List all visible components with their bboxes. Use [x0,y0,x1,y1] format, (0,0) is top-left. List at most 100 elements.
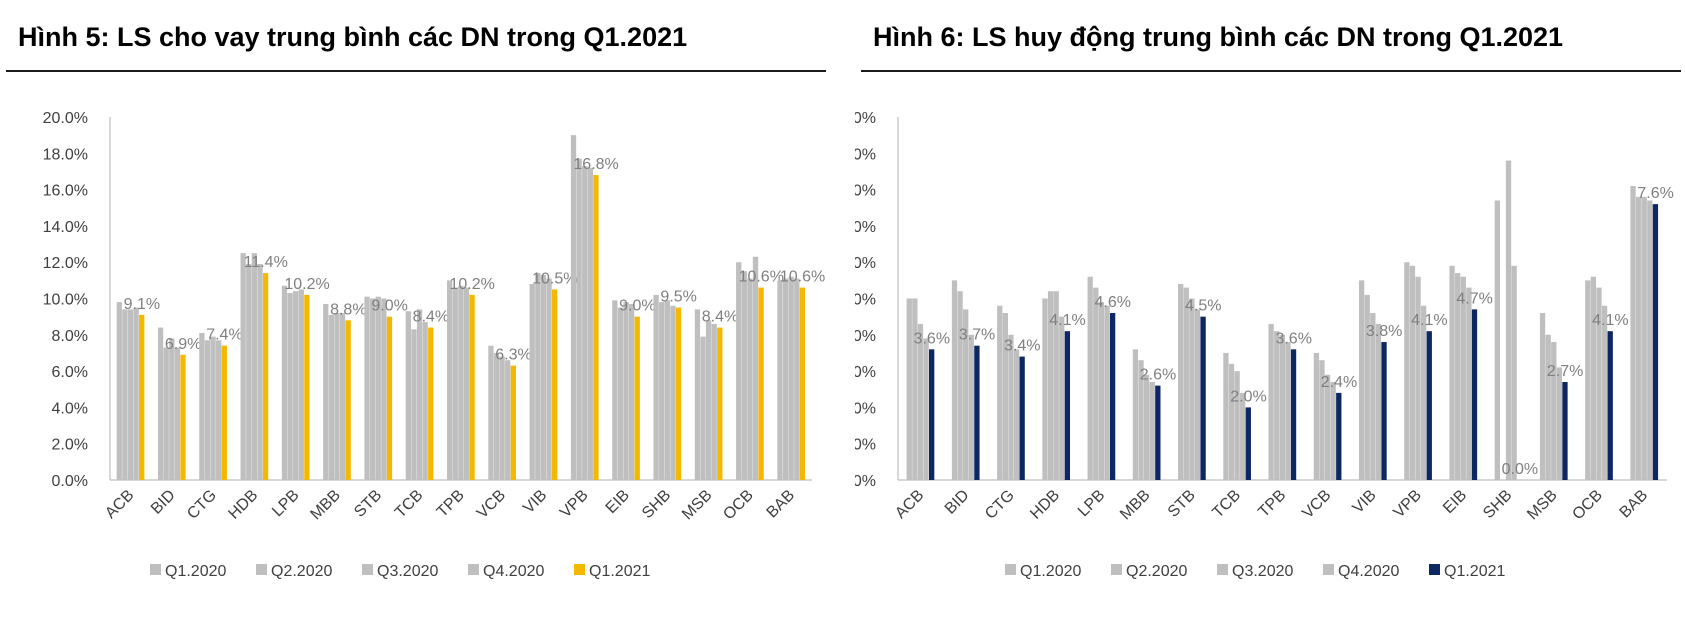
bar [906,298,912,480]
bar [411,329,417,480]
bar [529,283,535,480]
bar [1370,313,1376,480]
legend-item: Q4.2020 [468,563,544,580]
bar [700,336,706,480]
bar [488,345,494,480]
bar [1381,342,1387,480]
x-tick-label: MBB [307,487,344,524]
bar [1013,349,1020,480]
legend-swatch [1005,564,1016,575]
bar [240,253,246,481]
legend-swatch [1429,564,1440,575]
legend-item: Q1.2020 [150,563,226,580]
y-tick-label: 12.0% [43,255,88,272]
data-label: 0.0% [1502,461,1538,478]
bar [957,291,963,480]
bar [794,278,800,480]
bar [1330,381,1336,480]
bar [653,294,659,480]
data-label: 3.6% [1275,330,1311,347]
bar [1585,280,1591,480]
bar [381,298,387,480]
legend-swatch [256,564,267,575]
bar [546,278,552,480]
bar [221,345,227,480]
bar [281,285,288,480]
bar [1551,342,1557,480]
bar [535,273,541,480]
data-label: 4.5% [1185,298,1221,315]
bar [323,303,329,480]
bar [1143,374,1150,480]
x-tick-label: OCB [720,487,757,524]
bar [917,323,924,480]
bar [929,349,935,480]
y-tick-label: 4.0% [855,328,876,345]
data-label: 11.4% [244,254,288,271]
bar [777,280,783,480]
bar [1556,367,1563,480]
data-label: 10.6% [739,269,784,286]
x-tick-label: OCB [1569,487,1606,524]
bar [1364,294,1370,480]
data-label: 16.8% [573,156,618,173]
x-tick-label: CTG [982,487,1018,523]
y-tick-label: 0.0% [855,473,876,490]
x-tick-label: CTG [184,487,220,523]
bar [1059,316,1065,480]
data-label: 6.3% [495,347,531,364]
bar [1064,331,1071,480]
y-tick-label: 8.0% [855,183,876,200]
legend-label: Q1.2021 [1444,563,1505,580]
bar [505,360,511,480]
title-divider [6,70,826,72]
bar [493,352,500,480]
bar [1138,360,1144,480]
y-tick-label: 10.0% [43,292,88,309]
data-label: 3.8% [1366,323,1402,340]
bar [1336,392,1342,480]
legend-swatch [574,564,585,575]
bar [675,307,682,480]
y-tick-label: 1.0% [855,437,876,454]
y-tick-label: 6.0% [52,364,88,381]
bar [116,302,122,480]
x-tick-label: VIB [520,487,550,517]
bar [705,320,712,480]
bar [127,309,134,480]
chart-title: Hình 6: LS huy động trung bình các DN tr… [873,22,1564,52]
bar [634,316,640,480]
data-label: 7.4% [206,327,242,344]
title-divider [861,70,1681,72]
data-label: 4.6% [1095,294,1131,311]
bar [169,338,175,480]
deposit-rate-panel: Hình 6: LS huy động trung bình các DN tr… [855,0,1685,644]
data-label: 10.2% [450,276,495,293]
x-tick-label: STB [351,487,385,521]
data-label: 9.0% [619,298,655,315]
y-tick-label: 0.0% [52,473,88,490]
x-tick-label: VIB [1350,487,1380,517]
y-tick-label: 2.0% [52,437,88,454]
bar [1019,356,1025,480]
bar [157,327,164,480]
bar [257,264,263,480]
loan-rate-chart: 0.0% 2.0% 4.0% 6.0% 8.0% 10.0% 12.0% 14.0% 16.0%… [43,110,826,580]
legend-label: Q2.2020 [271,563,332,580]
x-tick-label: TPB [1255,487,1289,521]
bar [139,314,145,480]
bar [1223,352,1229,480]
bar [469,294,475,480]
bar [582,166,588,480]
data-label: 9.0% [371,298,407,315]
bar [1093,287,1099,480]
bar [974,345,980,480]
bar [1087,276,1093,480]
bar [1240,392,1246,480]
bar [1455,273,1461,480]
bar [1008,334,1014,480]
x-tick-label: SHB [1480,487,1515,522]
bar [204,340,211,480]
bar [1647,200,1653,481]
bar [1460,276,1466,480]
